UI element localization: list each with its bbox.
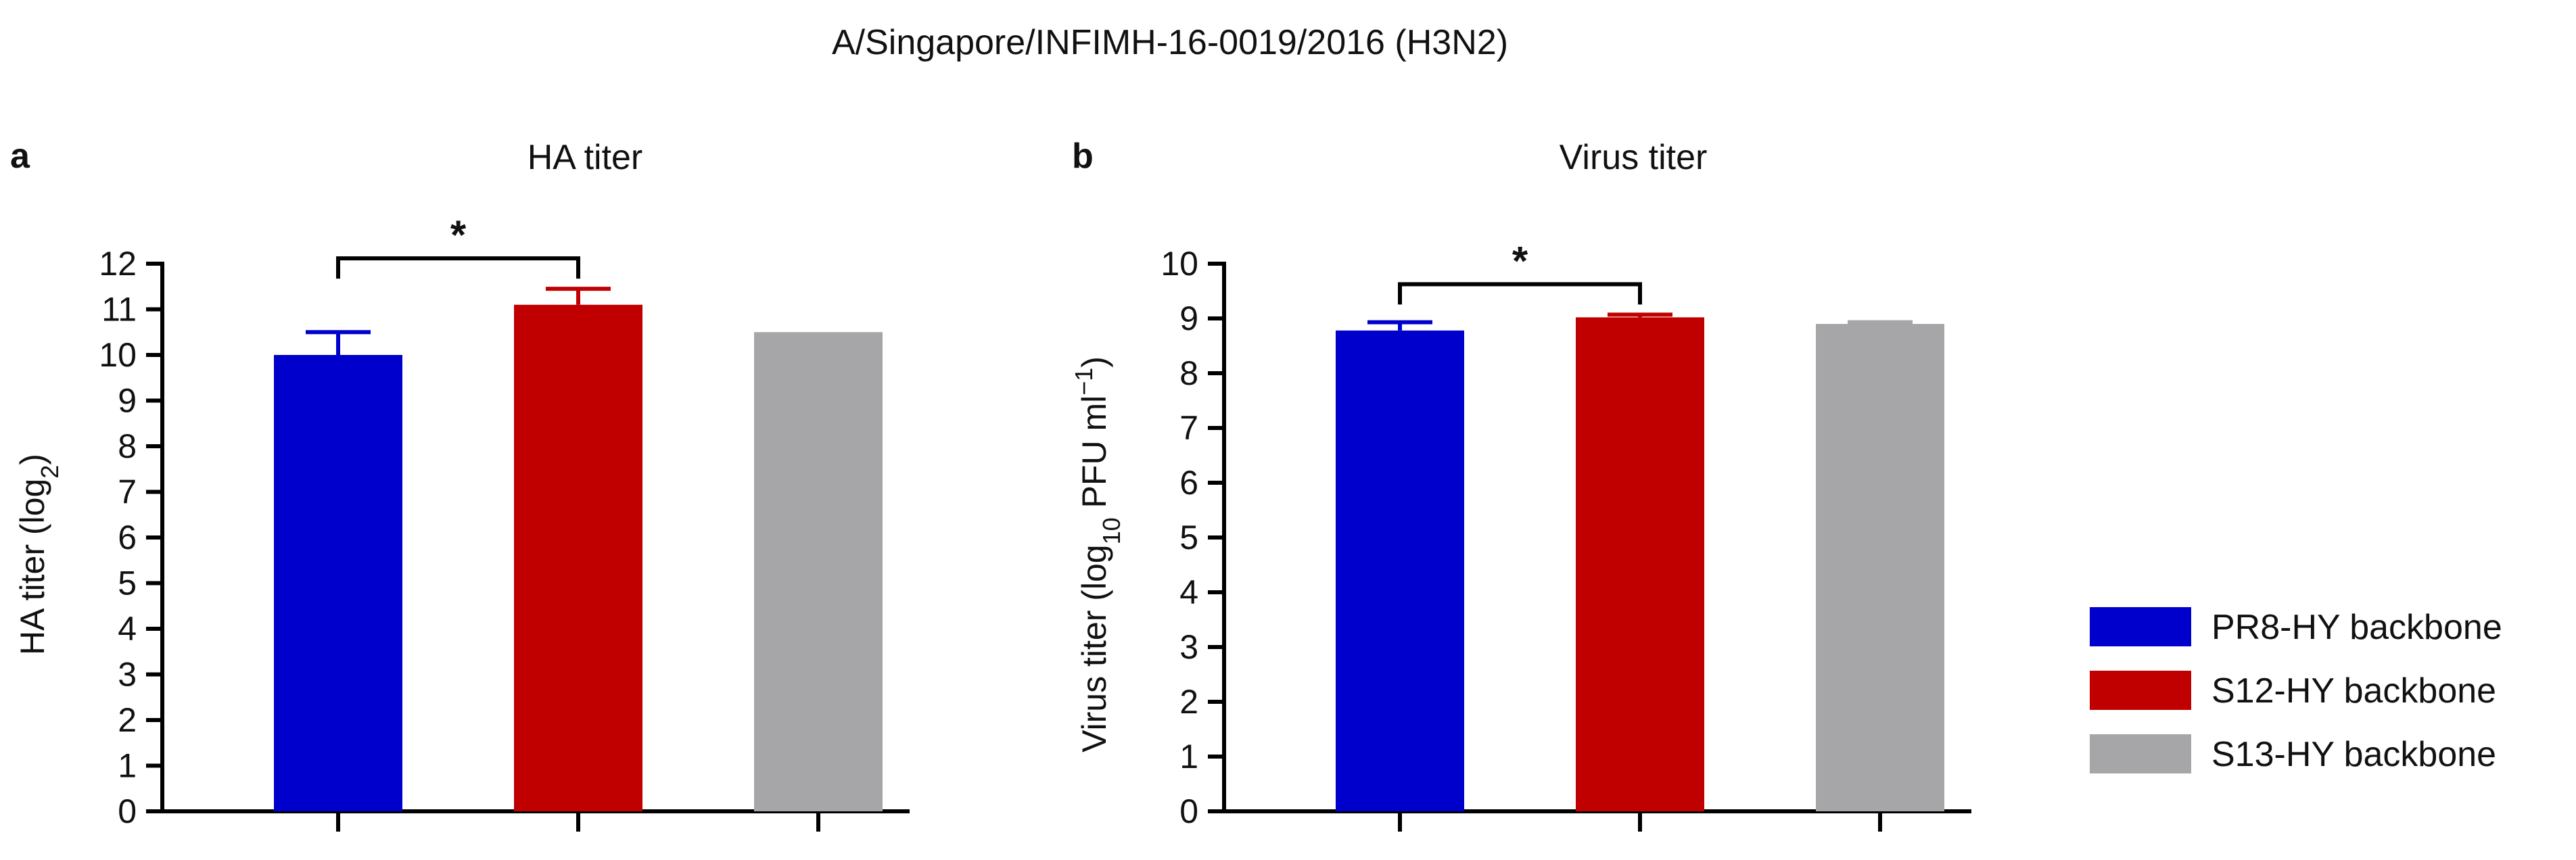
legend-swatch-s13: [2090, 734, 2191, 773]
panel-b-y-tick-label: 1: [1179, 738, 1198, 775]
panel-b-y-tick-label: 7: [1179, 409, 1198, 447]
panel-a-y-tick-label: 2: [118, 701, 137, 739]
panel-a-letter: a: [10, 137, 30, 176]
panel-b-y-axis-label-mid: PFU ml: [1075, 396, 1113, 518]
panel-a-title: HA titer: [528, 138, 643, 177]
panel-b-bar-2: [1576, 317, 1704, 811]
panel-b-y-axis-label: Virus titer (log10 PFU ml−1): [1070, 356, 1125, 752]
panel-b-letter: b: [1072, 137, 1094, 176]
legend-label-s12: S12-HY backbone: [2211, 671, 2496, 711]
panel-a-significance-bracket: [336, 256, 580, 279]
panel-b-bar-3: [1816, 324, 1944, 812]
panel-b-y-tick-label: 2: [1179, 683, 1198, 721]
panel-b-significance-bracket: [1398, 282, 1642, 305]
panel-b-y-tick-label: 4: [1179, 573, 1198, 611]
panel-a-bar-2: [514, 304, 642, 811]
panel-a-y-axis-label-end: ): [14, 454, 51, 465]
panel-b-y-tick-label: 9: [1179, 300, 1198, 337]
panel-b-y-axis-label-main: Virus titer (log: [1075, 544, 1113, 752]
panel-a-y-axis-label-sub: 2: [36, 465, 64, 479]
panel-a-bar-3: [754, 332, 883, 811]
panel-b-y-tick-label: 6: [1179, 464, 1198, 502]
panel-a-y-tick-label: 9: [118, 382, 137, 420]
panel-a-bar-1: [274, 355, 402, 811]
panel-a-y-tick-label: 1: [118, 747, 137, 785]
panel-b-title: Virus titer: [1560, 138, 1708, 177]
panel-a-y-tick-label: 10: [99, 336, 137, 374]
panel-b-y-tick-label: 8: [1179, 354, 1198, 392]
panel-b-chart: b Virus titer Virus titer (log10 PFU ml−…: [1070, 137, 1971, 832]
panel-b-bar-1: [1336, 330, 1464, 811]
panel-a-y-tick-label: 3: [118, 656, 137, 694]
panel-b-y-tick-label: 3: [1179, 628, 1198, 666]
panel-a-y-axis-label-main: HA titer (log: [14, 479, 51, 655]
panel-a-y-tick-label: 11: [101, 291, 137, 329]
panel-b-y-axis-label-sub: 10: [1098, 517, 1125, 544]
panel-b-y-tick-label: 0: [1179, 792, 1198, 830]
panel-a-y-tick-label: 12: [99, 245, 137, 283]
legend-label-s13: S13-HY backbone: [2211, 735, 2496, 774]
panel-a-y-tick-label: 0: [118, 792, 137, 830]
panel-a-y-tick-label: 8: [118, 427, 137, 465]
legend: PR8-HY backbone S12-HY backbone S13-HY b…: [2090, 607, 2502, 774]
legend-swatch-pr8: [2090, 607, 2191, 646]
panel-a-y-tick-label: 4: [118, 610, 137, 648]
panel-a-chart: a HA titer HA titer (log2) 0123456789101…: [10, 137, 910, 832]
legend-label-pr8: PR8-HY backbone: [2211, 608, 2502, 647]
panel-a-y-tick-label: 5: [118, 565, 137, 602]
panel-b-significance-star: *: [1512, 238, 1528, 283]
panel-b-y-axis-label-sup: −1: [1070, 368, 1098, 396]
panel-a-significance-star: *: [450, 212, 467, 258]
panel-b-y-tick-label: 10: [1161, 245, 1198, 283]
panel-a-y-tick-label: 6: [118, 519, 137, 556]
figure-title: A/Singapore/INFIMH-16-0019/2016 (H3N2): [832, 23, 1508, 62]
panel-a-y-tick-label: 7: [118, 473, 137, 511]
panel-b-y-tick-label: 5: [1179, 519, 1198, 556]
panel-a-y-axis-label: HA titer (log2): [14, 454, 64, 655]
legend-swatch-s12: [2090, 671, 2191, 710]
panel-b-y-axis-label-end: ): [1075, 356, 1113, 368]
